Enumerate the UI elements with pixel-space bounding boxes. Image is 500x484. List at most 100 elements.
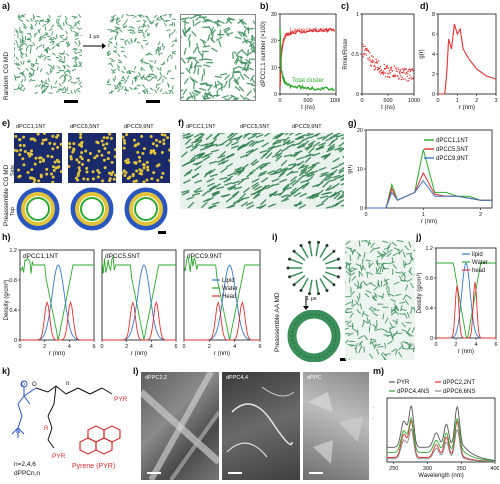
yellow-bead xyxy=(155,144,159,148)
lipid-molecule xyxy=(404,245,410,251)
lipid-molecule xyxy=(372,323,378,329)
lipid-molecule xyxy=(66,69,71,73)
lipid-molecule xyxy=(228,186,237,191)
lipid-molecule xyxy=(306,133,312,135)
lipid-molecule xyxy=(56,43,60,48)
yellow-bead xyxy=(158,140,162,144)
lipid-molecule xyxy=(203,82,211,87)
lipid-molecule xyxy=(48,37,53,41)
lipid-molecule xyxy=(329,191,337,198)
lipid-molecule xyxy=(236,134,243,142)
lipid-molecule xyxy=(253,96,255,98)
y-tick-label: 8 xyxy=(432,12,435,18)
lipid-molecule xyxy=(199,146,208,151)
arrow-icon xyxy=(83,43,106,49)
lipid-molecule xyxy=(372,312,379,317)
data-point xyxy=(410,69,413,71)
f-col-label-3: dPCC9,9NT xyxy=(292,124,322,130)
x-tick-label: 4 xyxy=(68,344,71,350)
lipid-molecule xyxy=(142,76,147,79)
data-point xyxy=(398,71,401,73)
phosphate-head xyxy=(17,380,37,429)
lipid-molecule xyxy=(20,83,25,87)
lipid-molecule xyxy=(221,94,229,99)
yellow-bead xyxy=(69,155,73,159)
lipid-molecule xyxy=(58,54,63,59)
lipid-molecule xyxy=(159,88,163,93)
lipid-molecule xyxy=(234,186,243,190)
lipid-molecule xyxy=(392,252,399,257)
data-point xyxy=(379,67,381,69)
lipid-molecule xyxy=(410,307,413,315)
lipid-molecule xyxy=(74,33,79,37)
lipid-molecule xyxy=(57,15,62,18)
lipid-molecule xyxy=(146,87,148,93)
lipid-molecule xyxy=(326,147,335,153)
lipid-molecule xyxy=(64,15,68,20)
lipid-molecule xyxy=(249,74,255,82)
lipid-molecule xyxy=(408,270,413,276)
x-axis-label: r (nm) xyxy=(421,219,437,225)
lipid-molecule xyxy=(206,142,215,149)
lipid-molecule xyxy=(182,88,188,96)
lipid-molecule xyxy=(191,91,199,97)
lipid-molecule xyxy=(210,138,218,145)
data-point xyxy=(378,60,380,62)
yellow-bead xyxy=(108,177,112,181)
lipid-molecule xyxy=(384,317,389,324)
data-point xyxy=(399,75,402,77)
data-point xyxy=(406,75,409,78)
lipid-molecule xyxy=(300,179,309,184)
lipid-molecule xyxy=(351,299,354,306)
lipid-molecule xyxy=(380,353,385,359)
lipid-molecule xyxy=(233,198,241,205)
lipid-molecule xyxy=(199,58,207,61)
zoomed-nanotube-snapshot xyxy=(180,14,256,101)
panel-label-l: l) xyxy=(133,366,139,376)
yellow-bead xyxy=(37,179,41,183)
plot-frame xyxy=(361,13,415,95)
lipid-molecule xyxy=(162,78,164,83)
yellow-bead xyxy=(69,157,73,161)
lipid-molecule xyxy=(19,14,24,19)
data-point xyxy=(385,75,387,78)
lipid-molecule xyxy=(117,81,121,86)
lipid-molecule xyxy=(304,168,312,175)
lipid-molecule xyxy=(322,275,335,286)
yellow-bead xyxy=(110,160,114,164)
lipid-molecule xyxy=(14,28,19,33)
lipid-molecule xyxy=(300,166,308,172)
lipid-molecule xyxy=(156,16,159,21)
data-point xyxy=(391,69,394,72)
x-tick-label: 350 xyxy=(457,466,466,472)
lipid-molecule xyxy=(189,154,197,162)
yellow-bead xyxy=(86,177,90,181)
lipid-molecule xyxy=(202,155,211,162)
lipid-molecule xyxy=(289,175,298,182)
lipid-molecule xyxy=(193,61,198,69)
lipid-molecule xyxy=(20,14,25,18)
yellow-bead xyxy=(51,134,55,138)
lipid-molecule xyxy=(262,162,271,166)
lipid-molecule xyxy=(350,287,352,294)
lipid-molecule xyxy=(181,57,186,64)
lipid-molecule xyxy=(245,39,253,43)
lipid-molecule xyxy=(304,156,312,163)
lipid-molecule xyxy=(55,80,58,85)
data-point xyxy=(408,77,410,80)
data-point xyxy=(373,64,376,67)
head-bead xyxy=(332,249,336,253)
sem-flakes xyxy=(308,392,363,464)
lipid-molecule xyxy=(233,133,239,136)
yellow-bead xyxy=(126,158,130,162)
x-axis-label: r (nm) xyxy=(459,105,475,111)
lipid-molecule xyxy=(65,30,69,35)
lipid-molecule xyxy=(200,201,208,209)
data-point xyxy=(412,76,415,79)
panel-label-d: d) xyxy=(420,1,429,11)
lipid-molecule xyxy=(71,68,76,72)
legend-label: dPCC9,9NT xyxy=(436,156,469,162)
lipid-molecule xyxy=(382,352,388,357)
lipid-molecule xyxy=(181,89,184,93)
